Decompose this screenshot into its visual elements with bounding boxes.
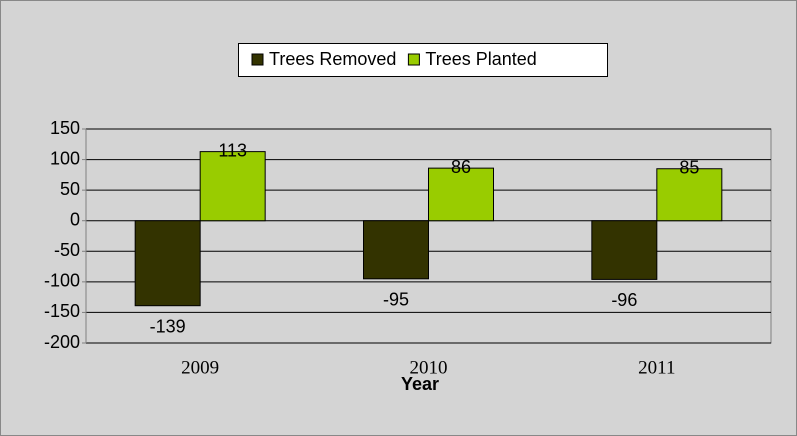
data-label: 86 — [451, 157, 471, 177]
y-tick-label: -200 — [44, 332, 80, 352]
bar — [199, 151, 266, 222]
legend-label: Trees Planted — [425, 49, 536, 69]
y-tick-label: -100 — [44, 271, 80, 291]
bar — [363, 220, 429, 280]
data-label: 113 — [218, 140, 247, 160]
data-label: -96 — [611, 290, 637, 310]
legend — [238, 43, 608, 77]
data-label: -139 — [150, 316, 186, 336]
legend-label: Trees Removed — [269, 49, 396, 69]
x-tick-label: 2010 — [410, 357, 448, 378]
x-axis-label: Year — [401, 374, 439, 394]
y-tick-label: -50 — [54, 240, 80, 260]
y-tick-label: 50 — [60, 179, 80, 199]
y-tick-label: -150 — [44, 301, 80, 321]
x-tick-label: 2011 — [638, 357, 675, 378]
y-tick-label: 0 — [70, 209, 80, 229]
bar — [656, 168, 723, 222]
legend-swatch — [251, 53, 264, 66]
data-label: -95 — [383, 290, 409, 310]
y-tick-label: 100 — [50, 148, 80, 168]
y-tick-label: 150 — [50, 118, 80, 138]
data-label: 85 — [679, 157, 699, 177]
bar — [134, 220, 201, 307]
bar — [428, 167, 494, 222]
bar — [591, 220, 658, 280]
legend-swatch — [407, 53, 420, 66]
x-tick-label: 2009 — [181, 357, 219, 378]
